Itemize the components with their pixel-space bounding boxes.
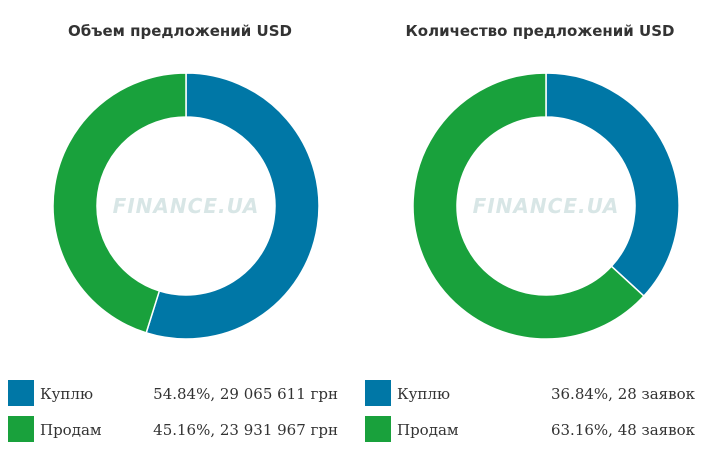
legend-value: 63.16%, 48 заявок [550,421,695,439]
legend-swatch-buy [365,380,391,406]
legend-swatch-sell [365,416,391,442]
chart-title: Объем предложений USD [68,22,292,40]
slice-Куплю [145,72,320,340]
watermark-logo: FINANCE.UA [473,194,620,218]
legend-value: 36.84%, 28 заявок [550,385,695,403]
legend-swatch-buy [8,380,34,406]
legend-label: Куплю [40,385,94,403]
donut-chart: FINANCE.UA [412,72,680,340]
legend-swatch-sell [8,416,34,442]
legend-label: Продам [40,421,102,439]
volume-chart: Объем предложений USD FINANCE.UA Куплю 5… [8,22,348,452]
legend-label: Куплю [397,385,451,403]
donut-chart: FINANCE.UA [52,72,320,340]
slice-Продам [412,72,645,340]
legend-label: Продам [397,421,459,439]
legend: Куплю 36.84%, 28 заявок Продам 63.16%, 4… [365,380,705,452]
legend-item-buy: Куплю 36.84%, 28 заявок [365,380,705,416]
legend-value: 45.16%, 23 931 967 грн [153,421,338,439]
legend-item-sell: Продам 63.16%, 48 заявок [365,416,705,452]
slice-Продам [52,72,187,334]
legend: Куплю 54.84%, 29 065 611 грн Продам 45.1… [8,380,348,452]
watermark-logo: FINANCE.UA [113,194,260,218]
count-chart: Количество предложений USD FINANCE.UA Ку… [360,0,720,456]
legend-value: 54.84%, 29 065 611 грн [153,385,338,403]
slice-Куплю [545,72,680,298]
legend-item-sell: Продам 45.16%, 23 931 967 грн [8,416,348,452]
legend-item-buy: Куплю 54.84%, 29 065 611 грн [8,380,348,416]
chart-title: Количество предложений USD [405,22,675,40]
